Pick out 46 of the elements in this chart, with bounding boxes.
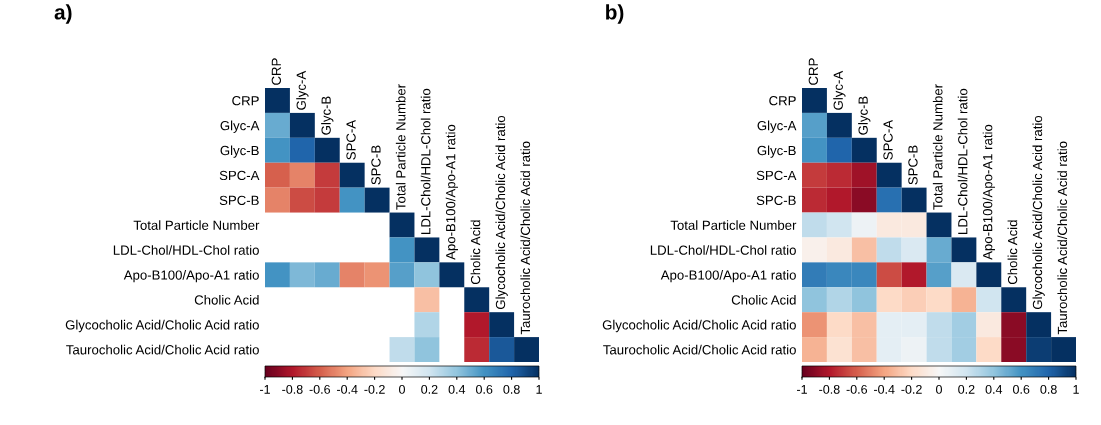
- color-bar-label: 0.4: [448, 384, 466, 394]
- x-tick-label: LDL-Chol/HDL-Chol ratio: [420, 88, 431, 234]
- color-bar-label: -0.8: [282, 384, 303, 394]
- color-bar-label: 0.2: [958, 384, 975, 394]
- x-tick-label: CRP: [808, 58, 818, 85]
- color-bar-label: 1: [536, 385, 542, 394]
- text: a): [54, 4, 72, 24]
- color-bar-label: 0.8: [1040, 384, 1057, 394]
- color-bar-label: 0.4: [985, 384, 1003, 394]
- x-tick-label: Apo-B100/Apo-A1 ratio: [445, 124, 458, 260]
- color-bar-label: -1: [797, 385, 807, 394]
- color-bar-label: 0.6: [476, 384, 493, 394]
- x-tick-label: SPC-B: [908, 145, 918, 185]
- color-bar-label: -0.8: [819, 384, 840, 394]
- x-tick-label: SPC-A: [883, 119, 893, 160]
- color-bar-label: 0: [936, 384, 942, 394]
- x-tick-label: CRP: [271, 58, 281, 85]
- x-tick-label: Apo-B100/Apo-A1 ratio: [982, 124, 995, 260]
- x-tick-label: Glycocholic Acid/Cholic Acid ratio: [1032, 115, 1045, 310]
- color-bar-label: 0.8: [503, 384, 520, 394]
- color-bar-label: -1: [260, 385, 270, 394]
- x-tick-label: Glyc-B: [321, 96, 334, 135]
- color-bar-label: 0.6: [1013, 384, 1030, 394]
- x-tick-label: Total Particle Number: [932, 84, 943, 210]
- color-bar-label: -0.6: [846, 384, 868, 394]
- x-tick-label: SPC-B: [371, 145, 381, 185]
- x-tick-label: Glyc-A: [833, 70, 846, 110]
- y-tick-label: Taurocholic Acid/Cholic Acid ratio: [66, 344, 259, 355]
- x-tick-label: Cholic Acid: [1007, 220, 1018, 285]
- color-bar-label: 0: [399, 384, 405, 394]
- color-bar-label: 0.2: [421, 384, 438, 394]
- color-bar-label: -0.4: [336, 384, 358, 394]
- color-bar-label: -0.4: [873, 384, 895, 394]
- x-tick-label: Total Particle Number: [395, 84, 406, 210]
- x-tick-label: Taurocholic Acid/Cholic Acid ratio: [1057, 141, 1068, 335]
- text: b): [606, 4, 624, 24]
- x-tick-label: Glyc-A: [296, 70, 309, 110]
- color-bar-label: -0.2: [364, 384, 385, 394]
- y-tick-label: Taurocholic Acid/Cholic Acid ratio: [603, 344, 796, 355]
- color-bar-label: -0.2: [901, 384, 922, 394]
- x-tick-label: Glyc-B: [858, 96, 871, 135]
- x-tick-label: LDL-Chol/HDL-Chol ratio: [957, 88, 968, 234]
- color-bar-label: 1: [1073, 385, 1079, 394]
- x-tick-label: SPC-A: [346, 119, 356, 160]
- x-tick-label: Cholic Acid: [470, 220, 481, 285]
- color-bar-label: -0.6: [309, 384, 331, 394]
